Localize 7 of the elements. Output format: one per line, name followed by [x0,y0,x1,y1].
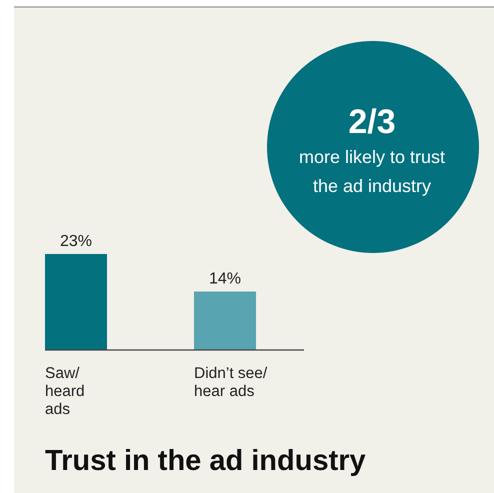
text: 2/3 [348,103,396,141]
x-tick-label: Didn’t see/ hear ads [194,365,268,400]
data-label: 23% [60,233,92,250]
data-label: 14% [208,270,242,288]
x-tick-label: Saw/ heard ads [45,365,85,418]
text: more likely to trust the ad industry [298,147,446,196]
text: Trust in the ad industry [45,445,366,477]
